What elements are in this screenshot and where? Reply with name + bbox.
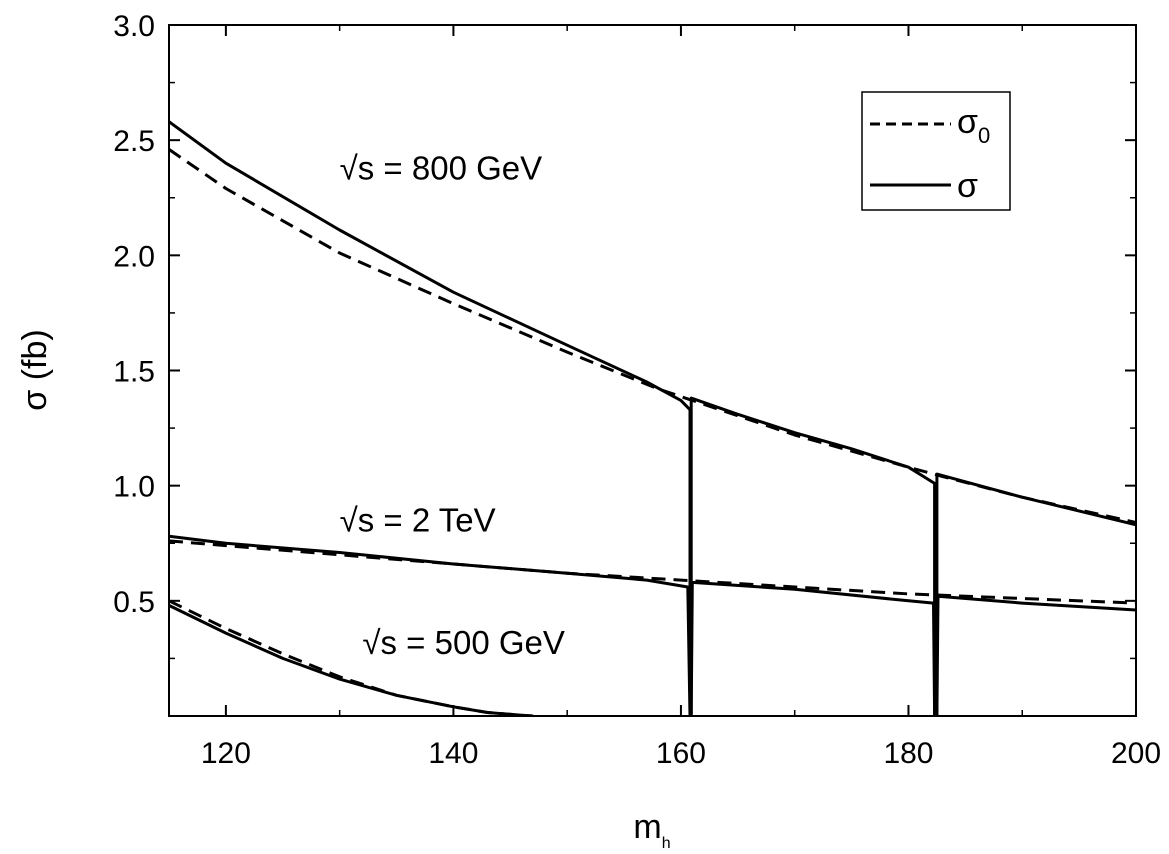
series-line-2-tev-dashed	[169, 539, 1136, 605]
legend-label-sigma: σ	[957, 167, 978, 205]
y-tick-label: 0.5	[113, 586, 155, 619]
y-tick-label: 1.0	[113, 471, 155, 504]
x-axis-label: mh	[633, 808, 670, 852]
annotation-500gev: √s = 500 GeV	[362, 624, 564, 661]
y-tick-label: 1.5	[113, 356, 155, 389]
y-axis-label: σ (fb)	[16, 329, 54, 410]
x-tick-label: 180	[883, 737, 933, 770]
x-tick-label: 120	[201, 737, 251, 770]
x-tick-label: 200	[1111, 737, 1161, 770]
series-line-800-gev-dashed	[169, 148, 1136, 524]
legend-box	[861, 91, 1011, 211]
axis-ticks: 120 140 160 180 200 0.5 1.0 1.5 2.0 2.5 3.0	[113, 10, 1161, 770]
y-tick-label: 2.0	[113, 240, 155, 273]
series-line-2-tev-solid	[169, 534, 1136, 716]
x-tick-label: 140	[428, 737, 478, 770]
annotations: √s = 800 GeV √s = 2 TeV √s = 500 GeV	[340, 149, 565, 660]
x-tick-label: 160	[656, 737, 706, 770]
y-tick-label: 2.5	[113, 125, 155, 158]
annotation-800gev: √s = 800 GeV	[340, 149, 542, 186]
series-line-800-gev-solid	[169, 120, 1136, 716]
annotation-2tev: √s = 2 TeV	[340, 502, 496, 539]
legend-label-sigma0: σ0	[957, 103, 990, 148]
series-line-500-gev-solid	[169, 604, 534, 716]
y-tick-label: 3.0	[113, 10, 155, 43]
series-layer	[169, 120, 1136, 716]
legend: σ0 σ	[861, 91, 1011, 211]
